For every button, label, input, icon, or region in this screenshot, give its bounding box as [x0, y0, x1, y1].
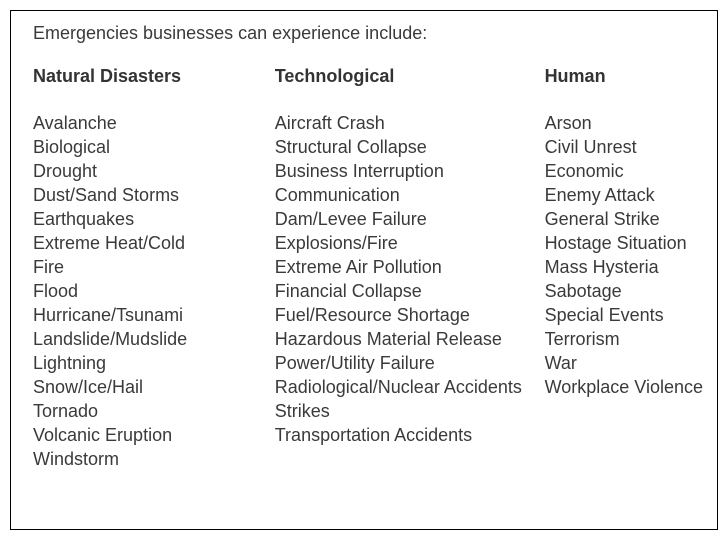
list-item: Drought	[33, 159, 275, 183]
list-item: Strikes	[275, 399, 545, 423]
list-item: Structural Collapse	[275, 135, 545, 159]
column-header: Natural Disasters	[33, 66, 275, 87]
column-header: Technological	[275, 66, 545, 87]
list-item: Terrorism	[545, 327, 703, 351]
list-item: Aircraft Crash	[275, 111, 545, 135]
list-item: Radiological/Nuclear Accidents	[275, 375, 545, 399]
list-item: Workplace Violence	[545, 375, 703, 399]
list-item: Tornado	[33, 399, 275, 423]
list-item: Fire	[33, 255, 275, 279]
column-natural-disasters: Natural Disasters Avalanche Biological D…	[33, 66, 275, 471]
list-item: Flood	[33, 279, 275, 303]
column-header: Human	[545, 66, 703, 87]
list-item: Fuel/Resource Shortage	[275, 303, 545, 327]
list-item: Hurricane/Tsunami	[33, 303, 275, 327]
list-item: Financial Collapse	[275, 279, 545, 303]
list-item: Dam/Levee Failure	[275, 207, 545, 231]
list-item: Dust/Sand Storms	[33, 183, 275, 207]
intro-text: Emergencies businesses can experience in…	[33, 23, 703, 44]
list-item: Explosions/Fire	[275, 231, 545, 255]
list-item: Volcanic Eruption	[33, 423, 275, 447]
list-item: Mass Hysteria	[545, 255, 703, 279]
list-item: Arson	[545, 111, 703, 135]
list-item: General Strike	[545, 207, 703, 231]
list-item: Transportation Accidents	[275, 423, 545, 447]
content-box: Emergencies businesses can experience in…	[10, 10, 718, 530]
list-item: Sabotage	[545, 279, 703, 303]
list-item: Extreme Air Pollution	[275, 255, 545, 279]
column-human: Human Arson Civil Unrest Economic Enemy …	[545, 66, 703, 399]
list-item: Special Events	[545, 303, 703, 327]
page: Emergencies businesses can experience in…	[0, 0, 728, 546]
list-item: Business Interruption	[275, 159, 545, 183]
list-item: Communication	[275, 183, 545, 207]
column-technological: Technological Aircraft Crash Structural …	[275, 66, 545, 447]
list-item: Economic	[545, 159, 703, 183]
list-item: Landslide/Mudslide	[33, 327, 275, 351]
list-item: War	[545, 351, 703, 375]
list-item: Civil Unrest	[545, 135, 703, 159]
list-item: Enemy Attack	[545, 183, 703, 207]
list-item: Extreme Heat/Cold	[33, 231, 275, 255]
list-item: Snow/Ice/Hail	[33, 375, 275, 399]
list-item: Hazardous Material Release	[275, 327, 545, 351]
list-item: Power/Utility Failure	[275, 351, 545, 375]
list-item: Windstorm	[33, 447, 275, 471]
columns-row: Natural Disasters Avalanche Biological D…	[33, 66, 703, 471]
list-item: Earthquakes	[33, 207, 275, 231]
list-item: Hostage Situation	[545, 231, 703, 255]
list-item: Biological	[33, 135, 275, 159]
list-item: Lightning	[33, 351, 275, 375]
list-item: Avalanche	[33, 111, 275, 135]
